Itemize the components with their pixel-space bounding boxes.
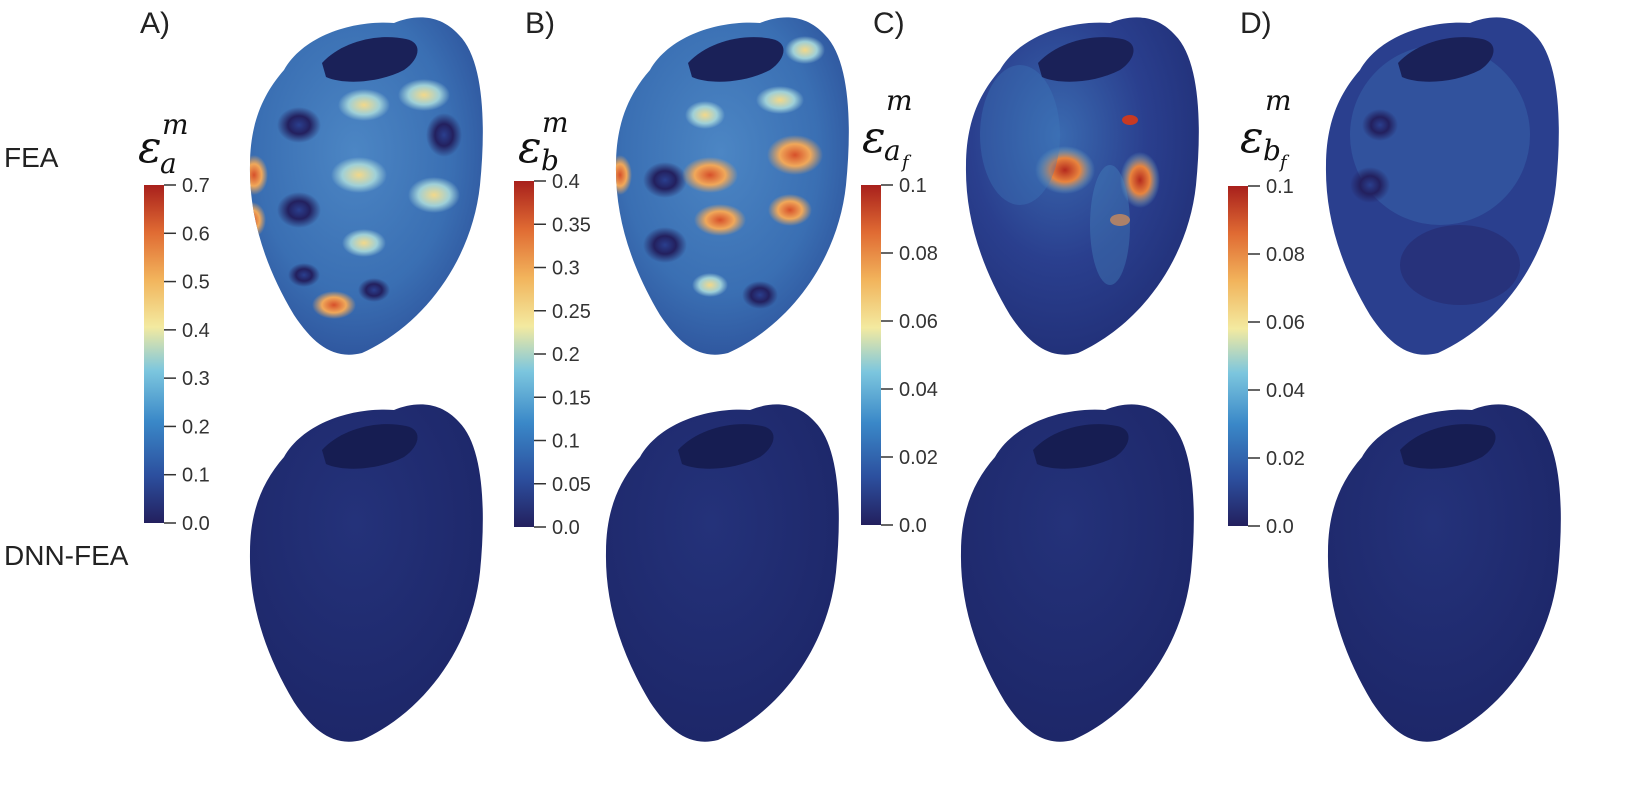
colorbar-a: 0.7 0.6 0.5 0.4 0.3 0.2 0.1 0.0: [144, 175, 210, 535]
colorbar-tick-label: 0.06: [1266, 312, 1305, 334]
colorbar-b-gradient: [514, 181, 534, 527]
colorbar-c-gradient: [861, 185, 881, 525]
colorbar-tick-label: 0.06: [899, 311, 938, 333]
panel-label-a: A): [140, 7, 170, 40]
colorbar-tick-label: 0.2: [552, 344, 580, 366]
colorbar-d: 0.1 0.08 0.06 0.04 0.02 0.0: [1228, 176, 1305, 538]
colorbar-tick-label: 0.4: [552, 171, 580, 193]
colorbar-tick-label: 0.05: [552, 474, 591, 496]
colorbar-tick-label: 0.1: [552, 431, 580, 453]
panel-label-c: C): [873, 7, 905, 40]
panel-label-b: B): [525, 7, 555, 40]
svg-text:m: m: [542, 106, 569, 139]
heart-fea-d: [1325, 17, 1559, 355]
svg-text:ε: ε: [1240, 112, 1264, 163]
svg-text:b: b: [1263, 134, 1281, 167]
svg-text:f: f: [900, 152, 912, 173]
symbol-b: ε m b: [518, 106, 569, 177]
colorbar-tick-label: 0.08: [1266, 244, 1305, 266]
colorbar-tick-label: 0.25: [552, 301, 591, 323]
colorbar-tick-label: 0.0: [552, 517, 580, 539]
svg-text:m: m: [1265, 84, 1292, 117]
colorbar-tick-label: 0.2: [182, 416, 210, 438]
svg-text:b: b: [541, 144, 559, 177]
colorbar-tick-label: 0.3: [552, 258, 580, 280]
svg-text:m: m: [162, 108, 189, 141]
colorbar-c-ticks: 0.1 0.08 0.06 0.04 0.02 0.0: [881, 175, 938, 537]
colorbar-d-gradient: [1228, 186, 1248, 526]
row-label-fea: FEA: [4, 142, 59, 173]
heart-dnn-d: [1327, 404, 1561, 742]
heart-fea-c: [965, 17, 1199, 355]
svg-text:a: a: [884, 134, 901, 167]
colorbar-tick-label: 0.35: [552, 214, 591, 236]
colorbar-tick-label: 0.1: [899, 175, 927, 197]
svg-text:a: a: [160, 147, 177, 180]
symbol-a: ε m a: [138, 108, 189, 180]
colorbar-tick-label: 0.7: [182, 175, 210, 197]
colorbar-tick-label: 0.0: [182, 513, 210, 535]
colorbar-a-gradient: [144, 185, 164, 523]
colorbar-tick-label: 0.08: [899, 243, 938, 265]
svg-text:ε: ε: [138, 122, 162, 173]
colorbar-d-ticks: 0.1 0.08 0.06 0.04 0.02 0.0: [1248, 176, 1305, 538]
colorbar-c: 0.1 0.08 0.06 0.04 0.02 0.0: [861, 175, 938, 537]
colorbar-tick-label: 0.04: [1266, 380, 1305, 402]
heart-dnn-b: [605, 404, 839, 742]
colorbar-tick-label: 0.6: [182, 223, 210, 245]
svg-text:ε: ε: [518, 122, 542, 173]
svg-text:f: f: [1278, 152, 1290, 173]
heart-dnn-a: [249, 404, 483, 742]
colorbar-a-ticks: 0.7 0.6 0.5 0.4 0.3 0.2 0.1 0.0: [164, 175, 210, 535]
colorbar-tick-label: 0.3: [182, 368, 210, 390]
colorbar-b-ticks: 0.4 0.35 0.3 0.25 0.2 0.15 0.1 0.05 0.0: [534, 171, 591, 539]
colorbar-b: 0.4 0.35 0.3 0.25 0.2 0.15 0.1 0.05 0.0: [514, 171, 591, 539]
symbol-c: ε m a f: [862, 84, 913, 173]
row-label-dnn-fea: DNN-FEA: [4, 540, 129, 571]
colorbar-tick-label: 0.02: [1266, 448, 1305, 470]
svg-text:m: m: [886, 84, 913, 117]
colorbar-tick-label: 0.1: [182, 465, 210, 487]
colorbar-tick-label: 0.5: [182, 272, 210, 294]
colorbar-tick-label: 0.02: [899, 447, 938, 469]
heart-fea-a: [249, 17, 483, 355]
svg-text:ε: ε: [862, 112, 886, 163]
heart-dnn-c: [960, 404, 1194, 742]
colorbar-tick-label: 0.1: [1266, 176, 1294, 198]
colorbar-tick-label: 0.15: [552, 387, 591, 409]
heart-fea-b: [615, 17, 849, 355]
colorbar-tick-label: 0.04: [899, 379, 938, 401]
colorbar-tick-label: 0.0: [899, 515, 927, 537]
colorbar-tick-label: 0.4: [182, 320, 210, 342]
symbol-d: ε m b f: [1240, 84, 1292, 173]
colorbar-tick-label: 0.0: [1266, 516, 1294, 538]
panel-label-d: D): [1240, 7, 1272, 40]
